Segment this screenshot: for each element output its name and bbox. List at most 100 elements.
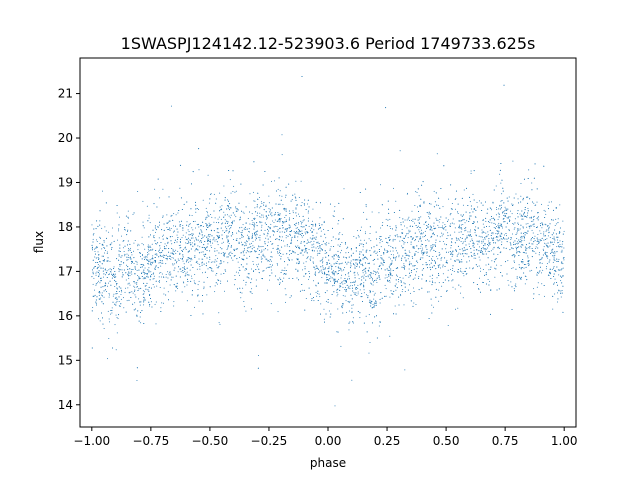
data-point [217, 267, 219, 269]
data-point [167, 277, 169, 279]
data-point [451, 255, 453, 257]
data-point [502, 211, 504, 213]
data-point [551, 219, 553, 221]
data-point [148, 301, 150, 303]
data-point [148, 236, 150, 238]
data-point [319, 227, 321, 229]
data-point [414, 254, 416, 256]
data-point [142, 225, 144, 227]
data-point [127, 259, 129, 261]
data-point [153, 272, 155, 274]
data-point [302, 254, 304, 256]
data-point [241, 235, 243, 237]
data-point [116, 205, 118, 207]
data-point [469, 218, 471, 220]
data-point [285, 237, 287, 239]
data-point [347, 273, 349, 275]
data-point [198, 235, 200, 237]
data-point [495, 214, 497, 216]
data-point [518, 254, 520, 256]
data-point [146, 259, 148, 261]
data-point [388, 208, 390, 210]
data-point [484, 244, 486, 246]
data-point [276, 230, 278, 232]
data-point [301, 76, 303, 77]
data-point [327, 299, 329, 301]
data-point [269, 226, 271, 228]
data-point [176, 282, 178, 284]
data-point [258, 355, 259, 357]
data-point [134, 282, 136, 284]
data-point [270, 269, 272, 271]
data-point [493, 218, 495, 220]
data-point [142, 221, 144, 223]
data-point [422, 254, 424, 256]
data-point [236, 208, 238, 210]
data-point [262, 216, 264, 218]
data-point [562, 267, 564, 269]
data-point [513, 244, 515, 246]
data-point [466, 237, 468, 239]
data-point [529, 270, 531, 272]
data-point [357, 284, 359, 286]
data-point [142, 200, 144, 202]
data-point [113, 266, 115, 268]
data-point [236, 232, 238, 234]
data-point [240, 297, 242, 299]
data-point [513, 228, 515, 230]
data-point [102, 323, 104, 325]
data-point [192, 229, 194, 231]
data-point [224, 219, 226, 221]
data-point [207, 174, 209, 176]
data-point [293, 231, 295, 233]
data-point [333, 210, 335, 212]
data-point [134, 266, 136, 268]
data-point [528, 247, 530, 249]
data-point [252, 221, 254, 223]
data-point [185, 274, 187, 276]
data-point [106, 260, 108, 262]
data-point [546, 229, 548, 231]
data-point [150, 264, 152, 266]
data-point [474, 230, 476, 232]
data-point [403, 241, 405, 243]
data-point [127, 287, 129, 289]
data-point [554, 270, 556, 272]
data-point [323, 229, 325, 231]
data-point [337, 244, 339, 246]
data-point [255, 285, 257, 287]
data-point [210, 193, 212, 195]
data-point [534, 204, 536, 206]
data-point [458, 227, 460, 229]
data-point [233, 185, 235, 187]
data-point [445, 251, 447, 253]
data-point [199, 266, 201, 268]
data-point [97, 257, 99, 259]
data-point [465, 229, 467, 231]
data-point [226, 205, 228, 207]
data-point [246, 240, 248, 242]
data-point [487, 250, 489, 252]
data-point [202, 313, 204, 315]
data-point [283, 222, 285, 224]
data-point [99, 210, 101, 212]
data-point [527, 210, 529, 212]
data-point [377, 254, 379, 256]
data-point [439, 264, 441, 266]
data-point [535, 246, 537, 248]
data-point [373, 281, 375, 283]
data-point [417, 251, 419, 253]
data-point [375, 272, 377, 274]
data-point [233, 284, 235, 286]
data-point [290, 295, 292, 297]
data-point [323, 308, 325, 310]
data-point [536, 217, 538, 219]
data-point [195, 237, 197, 239]
data-point [149, 260, 151, 262]
data-point [178, 245, 180, 247]
data-point [305, 251, 307, 253]
data-point [119, 216, 121, 218]
data-point [401, 285, 403, 287]
data-point [167, 228, 169, 230]
data-point [392, 240, 394, 242]
